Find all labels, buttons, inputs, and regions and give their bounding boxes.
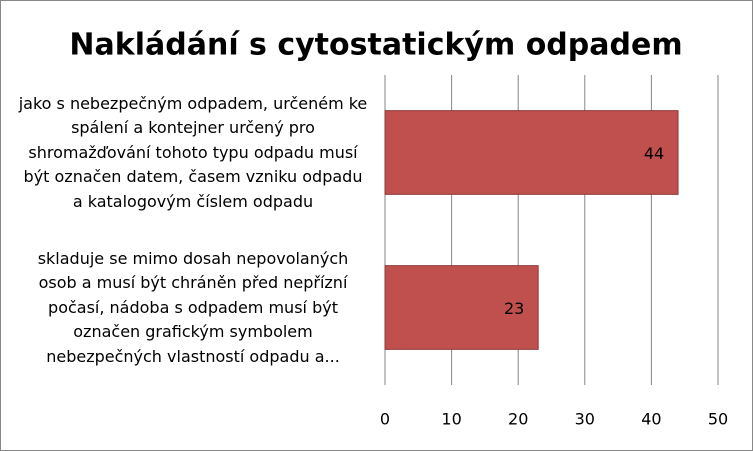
y-tick-label: skladuje se mimo dosah nepovolaných osob… — [37, 248, 349, 366]
value-label: 44 — [644, 144, 664, 163]
bar — [384, 110, 679, 195]
chart-title: Nakládání s cytostatickým odpadem — [69, 28, 682, 63]
x-tick-label: 50 — [708, 410, 728, 429]
x-tick-label: 30 — [575, 410, 595, 429]
x-tick-label: 40 — [641, 410, 661, 429]
x-tick-label: 0 — [380, 410, 390, 429]
x-tick-label: 20 — [508, 410, 528, 429]
x-tick-label: 10 — [441, 410, 461, 429]
bar — [384, 265, 539, 350]
value-label: 23 — [504, 299, 524, 318]
y-tick-label: jako s nebezpečným odpadem, určeném ke s… — [18, 93, 368, 211]
